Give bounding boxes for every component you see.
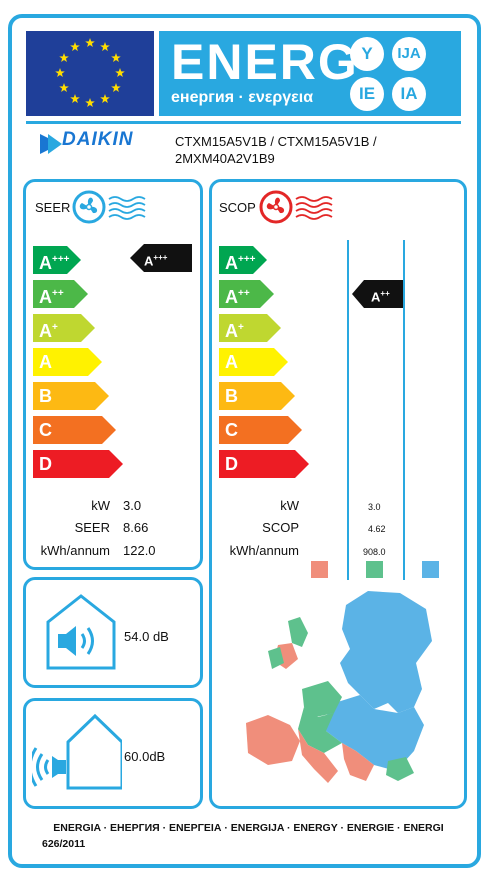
eu-star-5 — [111, 83, 121, 92]
cooling-class-arrow: A — [33, 348, 102, 376]
language-suffix-y: Y — [350, 37, 384, 71]
heating-label: SCOP — [219, 200, 256, 215]
energy-title: ENERG — [171, 34, 359, 90]
cooling-class-label: A+++ — [39, 253, 70, 273]
cooling-kw-value: 3.0 — [123, 498, 142, 513]
label-frame — [8, 14, 481, 868]
model-line-2: 2MXM40A2V1B9 — [175, 151, 275, 166]
cooling-class-label: D — [39, 454, 52, 474]
cooling-fan-icon — [72, 190, 146, 224]
cooling-class-arrow: A+ — [33, 314, 95, 342]
language-suffix-ie: IE — [350, 77, 384, 111]
heating-annual-value: 908.0 — [363, 547, 386, 557]
cooling-panel — [23, 179, 203, 570]
heating-panel — [209, 179, 467, 809]
model-identifier: CTXM15A5V1B / CTXM15A5V1B / 2MXM40A2V1B9 — [175, 133, 377, 167]
energy-subtitle: енергия · ενεργεια — [171, 89, 314, 106]
climate-warmer-swatch — [311, 561, 328, 578]
language-suffix-ia: IA — [392, 77, 426, 111]
climate-divider-1 — [347, 240, 349, 580]
eu-stars-icon — [55, 38, 125, 107]
cooling-class-arrow: B — [33, 382, 109, 410]
cooling-seer-value: 8.66 — [123, 520, 149, 535]
indoor-noise-value: 54.0 dB — [124, 629, 169, 644]
heating-class-label: A+++ — [225, 253, 256, 273]
eu-star-3 — [111, 53, 121, 62]
energy-banner: ENERG енергия · ενεργεια Y IJA IE IA — [159, 31, 461, 116]
eu-star-6 — [100, 94, 110, 103]
model-line-1: CTXM15A5V1B / CTXM15A5V1B / — [175, 134, 377, 149]
eu-star-12 — [70, 42, 80, 52]
heating-scop-value: 4.62 — [368, 524, 386, 534]
language-suffix-ija: IJA — [392, 37, 426, 71]
heating-class-arrow: C — [219, 416, 302, 444]
heating-kw-value: 3.0 — [368, 502, 381, 512]
cooling-class-pointer: A+++ — [130, 244, 192, 272]
heating-class-arrow: A — [219, 348, 288, 376]
outdoor-noise-number: 60.0 — [124, 749, 150, 764]
heating-class-arrow: A++ — [219, 280, 274, 308]
eu-star-1 — [85, 38, 95, 47]
heating-class-arrow: A+ — [219, 314, 281, 342]
climate-divider-2 — [403, 240, 405, 580]
heating-annual-label: kWh/annum — [229, 543, 299, 558]
heating-class-arrow: A+++ — [219, 246, 267, 274]
heating-class-label: A+ — [225, 321, 244, 341]
brand-name: DAIKIN — [62, 129, 134, 150]
heating-class-label: A — [225, 352, 238, 372]
outdoor-noise-icon — [32, 713, 122, 790]
heating-fan-icon — [259, 190, 333, 224]
cooling-class-arrow: D — [33, 450, 123, 478]
manufacturer-row: DAIKIN CTXM15A5V1B / CTXM15A5V1B / 2MXM4… — [26, 121, 461, 174]
heating-class-label: C — [225, 420, 238, 440]
indoor-noise-icon — [46, 594, 116, 670]
daikin-logo-icon — [40, 134, 62, 154]
climate-colder-swatch — [422, 561, 439, 578]
footer-energy-languages: ENERGIA · ЕНЕРГИЯ · ΕΝΕΡΓΕΙΑ · ENERGIJA … — [53, 822, 444, 834]
eu-star-9 — [59, 83, 69, 92]
outdoor-noise-value: 60.0dB — [124, 749, 165, 764]
regulation-number: 626/2011 — [42, 838, 86, 850]
outdoor-noise-panel — [23, 698, 203, 809]
cooling-label: SEER — [35, 200, 71, 215]
indoor-noise-number: 54.0 — [124, 629, 150, 644]
cooling-class-label: A — [39, 352, 52, 372]
cooling-class-label: B — [39, 386, 52, 406]
cooling-class-arrow: A+++ — [33, 246, 81, 274]
heating-class-arrow: D — [219, 450, 309, 478]
eu-star-7 — [85, 98, 95, 107]
cooling-annual-label: kWh/annum — [40, 543, 110, 558]
heating-class-arrow: B — [219, 382, 295, 410]
heating-class-label: A++ — [225, 287, 250, 307]
eu-star-2 — [100, 42, 110, 52]
indoor-noise-unit: dB — [152, 629, 169, 644]
cooling-class-label: A++ — [39, 287, 64, 307]
cooling-class-value: A+++ — [144, 253, 168, 269]
heating-class-label: D — [225, 454, 238, 474]
eu-star-4 — [115, 68, 125, 77]
eu-flag — [26, 31, 154, 116]
heating-scop-label: SCOP — [262, 520, 299, 535]
outdoor-noise-unit: dB — [149, 749, 166, 764]
cooling-class-arrow: C — [33, 416, 116, 444]
heating-class-pointer: A++ — [352, 280, 403, 308]
cooling-annual-value: 122.0 — [123, 543, 156, 558]
cooling-seer-label: SEER — [74, 520, 110, 535]
cooling-class-arrow: A++ — [33, 280, 88, 308]
indoor-noise-panel — [23, 577, 203, 688]
europe-climate-map-icon — [246, 591, 432, 783]
heating-kw-label: kW — [280, 498, 299, 513]
cooling-class-label: C — [39, 420, 52, 440]
eu-star-11 — [59, 53, 69, 62]
eu-star-10 — [55, 68, 65, 77]
cooling-class-label: A+ — [39, 321, 58, 341]
cooling-kw-label: kW — [91, 498, 110, 513]
heating-class-value: A++ — [371, 289, 390, 305]
heating-class-label: B — [225, 386, 238, 406]
climate-average-swatch — [366, 561, 383, 578]
eu-star-8 — [70, 94, 80, 103]
